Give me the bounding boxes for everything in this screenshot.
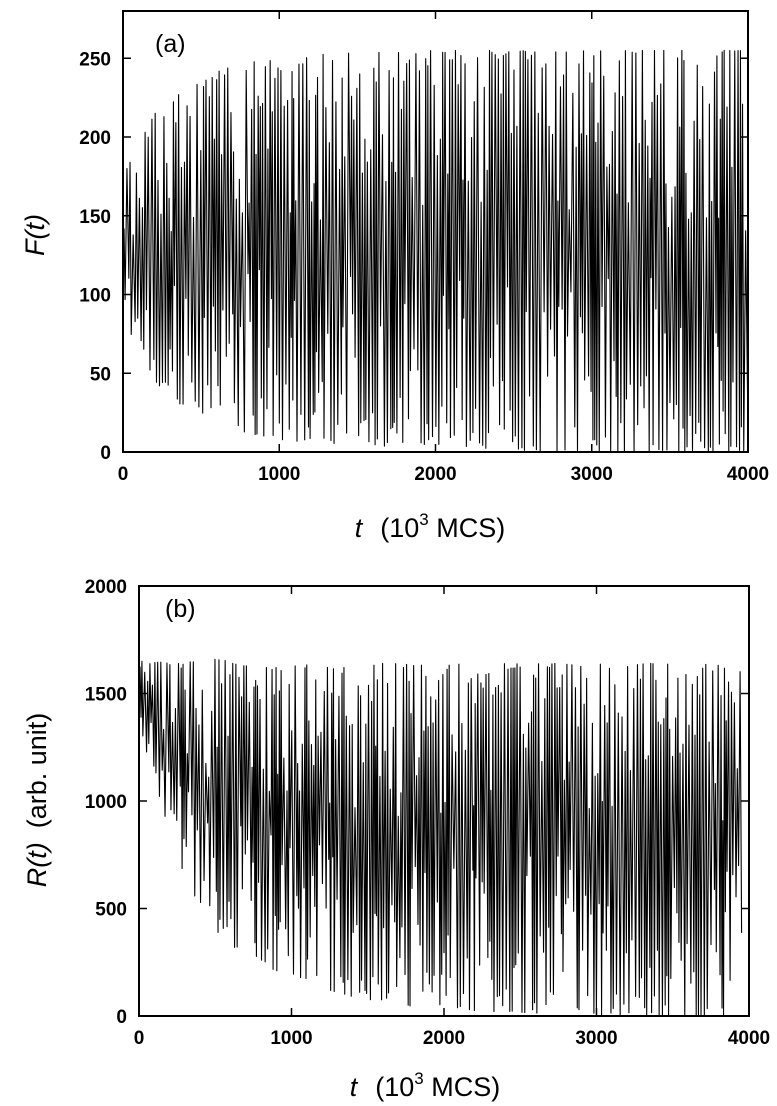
panel-b-ylabel-unit: (arb. unit)	[22, 713, 52, 829]
panel-b: 0 1000 2000 3000 4000 0 500 1000 1500 2000 (b) R(…	[22, 577, 770, 1102]
panel-b-xlabel-symbol: t	[350, 1072, 359, 1102]
panel-b-xlabel-unit-exp: 3	[414, 1069, 423, 1088]
panel-a-ytick-label-1: 50	[90, 364, 111, 385]
panel-b-ylabel-symbol: R(t)	[22, 842, 52, 887]
panel-b-ytick-label-4: 2000	[85, 577, 127, 598]
panel-b-ytick-label-2: 1000	[85, 792, 127, 813]
panel-b-ytick-label-1: 500	[95, 900, 127, 921]
panel-a-label: (a)	[155, 30, 186, 58]
panel-b-xlabel-unit-suffix: MCS)	[424, 1072, 501, 1102]
panel-b-xtick-label-0: 0	[134, 1028, 145, 1049]
panel-b-ticks: 0 1000 2000 3000 4000 0 500 1000 1500 2000	[85, 577, 770, 1049]
panel-b-ylabel: R(t) (arb. unit)	[22, 713, 52, 888]
panel-a-ytick-label-3: 150	[79, 207, 111, 228]
panel-a-xlabel-symbol: t	[355, 513, 364, 543]
panel-a-xtick-label-1: 1000	[258, 464, 300, 485]
panel-b-xtick-label-1: 1000	[270, 1028, 312, 1049]
panel-b-xlabel: t (103 MCS)	[350, 1069, 501, 1102]
panel-a-xtick-label-4: 4000	[727, 464, 769, 485]
panel-a-ylabel: F(t)	[20, 214, 50, 256]
panel-b-ytick-label-3: 1500	[85, 685, 127, 706]
panel-a-ylabel-symbol: F(t)	[20, 214, 50, 256]
panel-a-ytick-label-0: 0	[100, 443, 111, 464]
panel-a-ticks: 0 1000 2000 3000 4000 0 50 100 150 200 250	[79, 11, 769, 485]
panel-a-xlabel-unit-exp: 3	[419, 510, 428, 529]
panel-b-series-line	[138, 658, 743, 1017]
panel-b-xtick-label-2: 2000	[423, 1028, 465, 1049]
panel-a-xtick-label-2: 2000	[414, 464, 456, 485]
panel-b-xlabel-unit-prefix: (10	[375, 1072, 414, 1102]
panel-a-xlabel-unit-prefix: (10	[380, 513, 419, 543]
panel-a-ytick-label-5: 250	[79, 49, 111, 70]
panel-a: 0 1000 2000 3000 4000 0 50 100 150 200 250 (a) F(t…	[20, 10, 769, 543]
panel-a-xlabel: t (103 MCS)	[355, 510, 506, 543]
panel-a-xlabel-unit-suffix: MCS)	[429, 513, 506, 543]
panel-b-xtick-label-4: 4000	[728, 1028, 770, 1049]
panel-a-ytick-label-4: 200	[79, 128, 111, 149]
panel-b-label: (b)	[165, 595, 196, 623]
panel-a-ytick-label-2: 100	[79, 286, 111, 307]
panel-b-ytick-label-0: 0	[116, 1007, 127, 1028]
panel-a-xtick-label-3: 3000	[571, 464, 613, 485]
panel-a-series-line	[122, 49, 749, 453]
panel-b-xtick-label-3: 3000	[575, 1028, 617, 1049]
panel-a-xtick-label-0: 0	[118, 464, 129, 485]
